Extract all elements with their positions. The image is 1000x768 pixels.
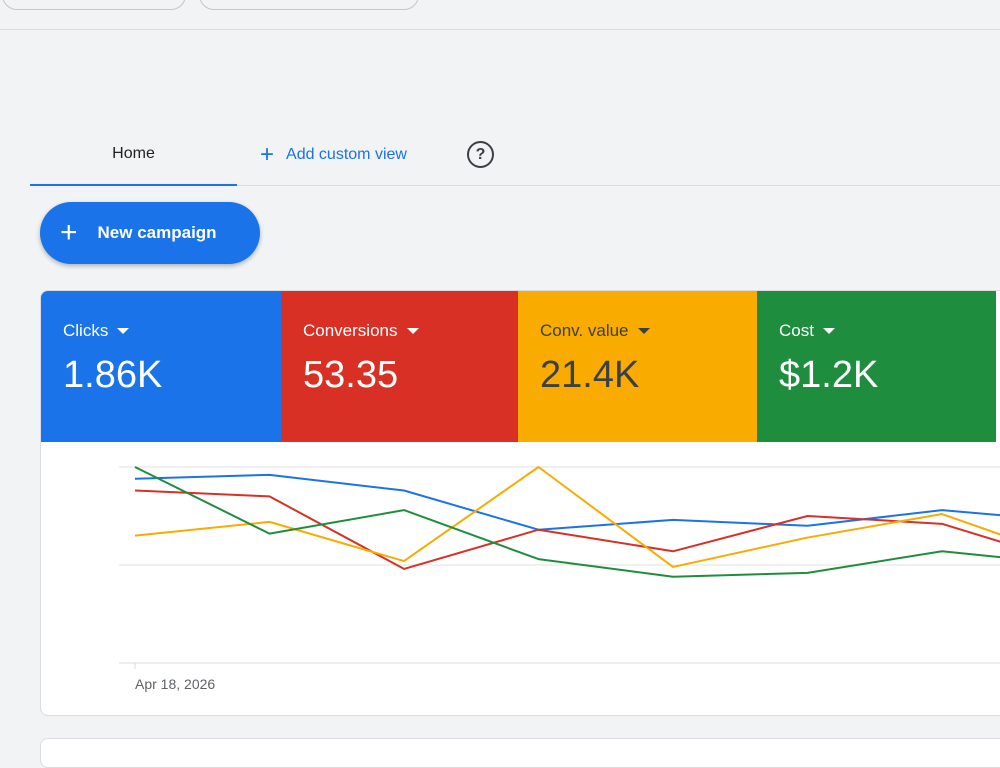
metric-label: Conversions [303,321,398,340]
chart-grid [119,466,1000,669]
dropdown-caret-icon[interactable] [406,328,419,334]
metric-value: 1.86K [63,354,163,396]
new-campaign-button[interactable]: + New campaign [40,202,260,264]
metric-label-row[interactable]: Conversions [303,321,518,341]
filter-chip[interactable] [199,0,419,10]
metric-label: Conv. value [540,321,629,340]
metric-cost[interactable]: Cost $1.2K [757,291,996,442]
series-line-3[interactable] [134,466,1000,581]
metric-value: 21.4K [540,354,640,396]
chart-series [134,466,1000,585]
filter-chip[interactable] [2,0,186,10]
new-campaign-label: New campaign [97,223,217,242]
help-icon-glyph: ? [475,145,486,163]
add-custom-view-label: Add custom view [286,146,407,163]
secondary-card [40,738,1000,768]
series-line-1[interactable] [134,489,1000,585]
add-custom-view-link[interactable]: + Add custom view [260,124,407,186]
dropdown-caret-icon[interactable] [117,328,130,334]
plus-icon: + [260,141,275,168]
view-tabs: Home + Add custom view ? [30,124,1000,186]
metric-label: Cost [779,321,814,340]
metric-conversions[interactable]: Conversions 53.35 [281,291,518,442]
tab-home[interactable]: Home [30,124,237,186]
plus-icon: + [60,216,78,249]
metric-value: 53.35 [303,354,399,396]
metric-label-row[interactable]: Conv. value [540,321,757,341]
metric-clicks[interactable]: Clicks 1.86K [41,291,281,442]
dropdown-caret-icon[interactable] [637,328,650,334]
performance-card: Clicks 1.86K Conversions 53.35 Conv. val… [40,290,1000,716]
top-filter-bar [0,0,1000,30]
metric-label-row[interactable]: Cost [779,321,996,341]
metric-value: $1.2K [779,354,879,396]
help-icon[interactable]: ? [467,141,494,168]
metric-conv-value[interactable]: Conv. value 21.4K [518,291,757,442]
series-line-0[interactable] [134,473,1000,546]
metric-label: Clicks [63,321,109,340]
series-line-2[interactable] [134,466,1000,575]
metric-label-row[interactable]: Clicks [63,321,281,341]
x-tick-label: Apr 18, 2026 [135,676,215,692]
performance-line-chart: Apr 18, 2026 [119,466,1000,692]
tab-home-label: Home [112,145,155,162]
dropdown-caret-icon[interactable] [822,328,835,334]
